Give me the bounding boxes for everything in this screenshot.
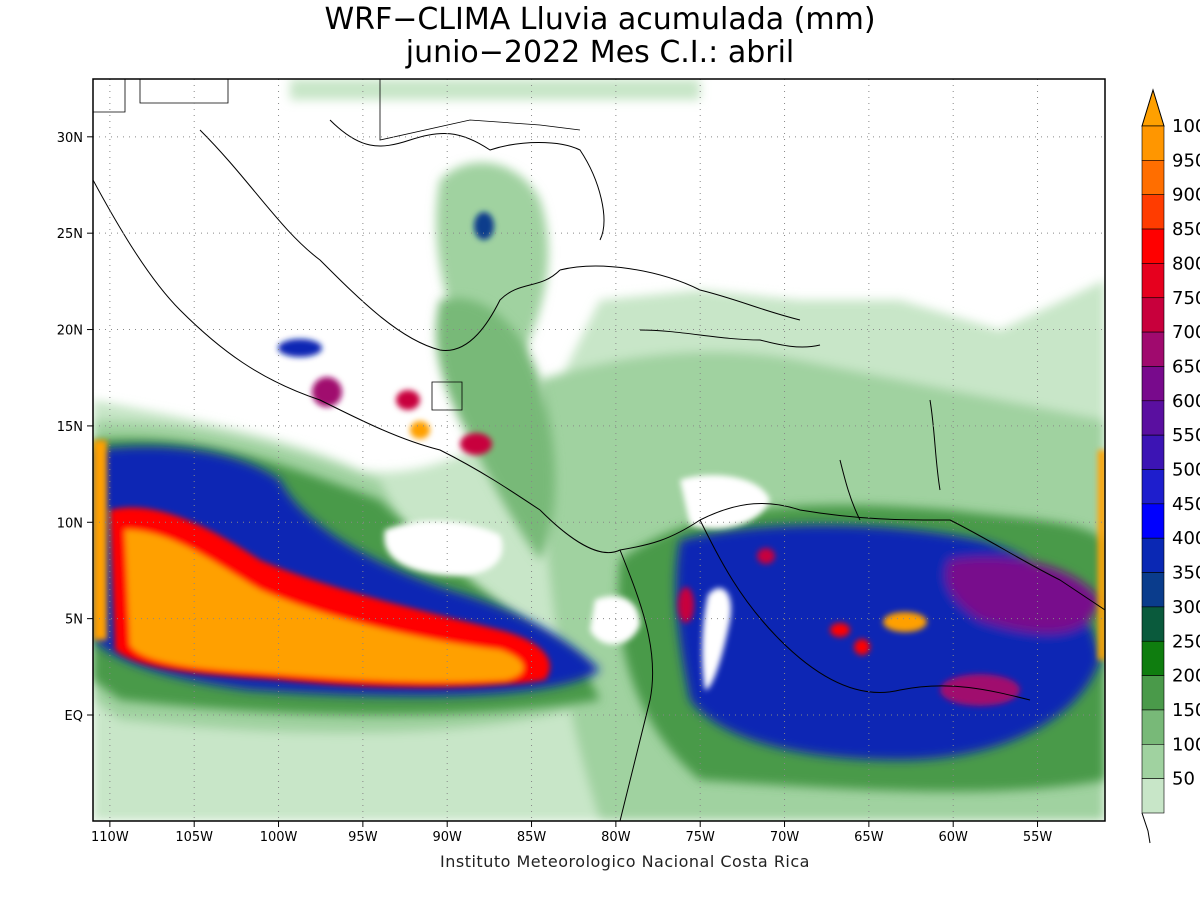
colorbar-swatch <box>1141 160 1165 196</box>
colorbar-label: 200 <box>1172 666 1200 687</box>
colorbar-label: 450 <box>1172 494 1200 515</box>
colorbar-swatch <box>1141 778 1165 814</box>
colorbar-swatch <box>1141 743 1165 779</box>
colorbar-swatch <box>1141 572 1165 608</box>
colorbar-swatch <box>1141 400 1165 436</box>
colorbar-label: 650 <box>1172 356 1200 377</box>
map-title: WRF−CLIMA Lluvia acumulada (mm) <box>324 2 876 37</box>
colorbar-swatch <box>1141 709 1165 745</box>
colorbar: 1000 950 900 850 800 750 700 650 600 550 500 450 400… <box>1141 88 1200 844</box>
map-grid <box>93 79 1105 821</box>
state-borders <box>93 79 581 411</box>
colorbar-swatch <box>1141 263 1165 299</box>
lon-tick-label: 75W <box>685 830 715 845</box>
colorbar-under-tail <box>1141 812 1151 844</box>
lat-tick-label: 5N <box>65 613 83 628</box>
lon-tick-label: 70W <box>770 830 800 845</box>
lon-tick-label: 90W <box>432 830 462 845</box>
lat-tick-label: 20N <box>57 324 83 339</box>
lat-tick-label: 30N <box>57 131 83 146</box>
colorbar-swatch <box>1141 297 1165 333</box>
colorbar-label: 300 <box>1172 597 1200 618</box>
lat-tick-label: 15N <box>57 420 83 435</box>
colorbar-swatch <box>1141 228 1165 264</box>
lon-tick-label: 110W <box>91 830 129 845</box>
rain-layer-peak <box>93 440 1105 688</box>
colorbar-label: 150 <box>1172 700 1200 721</box>
lon-tick-label: 65W <box>854 830 884 845</box>
colorbar-swatch <box>1141 366 1165 402</box>
colorbar-label: 950 <box>1172 150 1200 171</box>
colorbar-swatch <box>1141 194 1165 230</box>
lon-tick-label: 85W <box>517 830 547 845</box>
lon-tick-label: 100W <box>260 830 298 845</box>
lon-tick-label: 95W <box>348 830 378 845</box>
lon-tick-label: 80W <box>601 830 631 845</box>
colorbar-swatch <box>1141 640 1165 676</box>
colorbar-swatch <box>1141 503 1165 539</box>
colorbar-label: 750 <box>1172 288 1200 309</box>
map-subtitle: junio−2022 Mes C.I.: abril <box>405 35 795 70</box>
lon-tick-label: 105W <box>175 830 213 845</box>
colorbar-label: 550 <box>1172 425 1200 446</box>
colorbar-label: 1000 <box>1172 116 1200 137</box>
map-axes: 110W 105W 100W 95W 90W 85W 80W 75W 70W 65W 60W 55W 3… <box>57 131 1053 845</box>
colorbar-swatch <box>1141 606 1165 642</box>
rain-hotspots <box>278 212 1020 706</box>
colorbar-label: 800 <box>1172 253 1200 274</box>
colorbar-label: 400 <box>1172 528 1200 549</box>
lat-tick-label: 10N <box>57 516 83 531</box>
lat-tick-label: 25N <box>57 227 83 242</box>
colorbar-swatch <box>1141 675 1165 711</box>
colorbar-label: 350 <box>1172 563 1200 584</box>
colorbar-over-arrow <box>1141 88 1165 127</box>
colorbar-label: 50 <box>1172 769 1195 790</box>
colorbar-label: 250 <box>1172 631 1200 652</box>
colorbar-swatch <box>1141 434 1165 470</box>
colorbar-label: 900 <box>1172 185 1200 206</box>
colorbar-swatch <box>1141 125 1165 161</box>
colorbar-label: 850 <box>1172 219 1200 240</box>
colorbar-swatch <box>1141 331 1165 367</box>
colorbar-label: 100 <box>1172 734 1200 755</box>
lon-tick-label: 60W <box>938 830 968 845</box>
colorbar-label: 500 <box>1172 460 1200 481</box>
lat-tick-label: EQ <box>65 709 83 724</box>
colorbar-label: 700 <box>1172 322 1200 343</box>
institution-credit: Instituto Meteorologico Nacional Costa R… <box>440 852 810 871</box>
lon-tick-label: 55W <box>1023 830 1053 845</box>
colorbar-swatch <box>1141 469 1165 505</box>
colorbar-swatch <box>1141 537 1165 573</box>
map-frame <box>92 78 1106 822</box>
dry-zones <box>384 475 770 690</box>
colorbar-label: 600 <box>1172 391 1200 412</box>
rainfall-field <box>93 79 1105 821</box>
